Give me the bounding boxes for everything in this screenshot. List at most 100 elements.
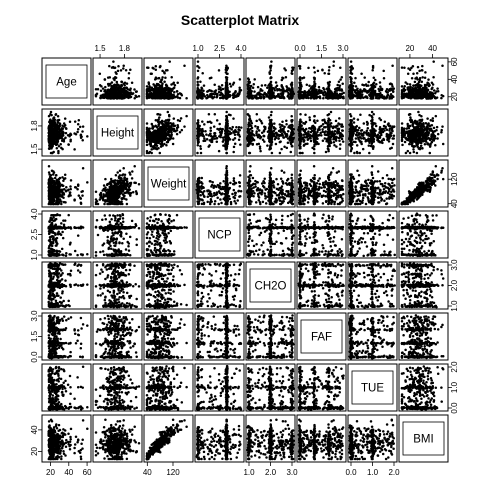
data-point bbox=[375, 83, 378, 86]
data-point bbox=[279, 141, 282, 144]
data-point bbox=[432, 60, 435, 63]
data-point bbox=[276, 84, 279, 87]
data-point bbox=[166, 137, 169, 140]
data-point bbox=[226, 84, 229, 87]
data-point bbox=[185, 115, 188, 118]
data-point bbox=[421, 65, 424, 68]
data-point bbox=[432, 76, 435, 79]
data-point bbox=[135, 96, 138, 99]
data-point bbox=[270, 90, 273, 93]
data-point bbox=[403, 90, 406, 93]
data-point bbox=[359, 95, 362, 98]
data-point bbox=[81, 139, 84, 142]
data-point bbox=[161, 120, 164, 123]
data-point bbox=[248, 131, 251, 134]
data-point bbox=[73, 148, 76, 151]
data-point bbox=[156, 136, 159, 139]
data-point bbox=[232, 139, 235, 142]
data-point bbox=[321, 128, 324, 131]
data-point bbox=[324, 130, 327, 133]
data-point bbox=[203, 137, 206, 140]
data-point bbox=[128, 94, 131, 97]
data-point bbox=[218, 69, 221, 72]
data-point bbox=[174, 84, 177, 87]
data-point bbox=[425, 91, 428, 94]
data-point bbox=[226, 152, 229, 155]
data-point bbox=[197, 76, 200, 79]
data-point bbox=[427, 78, 430, 81]
data-point bbox=[276, 133, 279, 136]
data-point bbox=[325, 140, 328, 143]
data-point bbox=[313, 94, 316, 97]
data-point bbox=[416, 96, 419, 99]
data-point bbox=[133, 88, 136, 91]
data-point bbox=[61, 124, 64, 127]
data-point bbox=[206, 138, 209, 141]
data-point bbox=[248, 97, 251, 100]
data-point bbox=[258, 143, 261, 146]
data-point bbox=[270, 81, 273, 84]
data-point bbox=[239, 78, 242, 81]
data-point bbox=[247, 84, 250, 87]
data-point bbox=[156, 113, 159, 116]
data-point bbox=[269, 125, 272, 128]
data-point bbox=[403, 94, 406, 97]
data-point bbox=[299, 82, 302, 85]
variable-label-age: Age bbox=[56, 77, 76, 89]
data-point bbox=[336, 84, 339, 87]
data-point bbox=[428, 84, 431, 87]
data-point bbox=[54, 134, 57, 137]
data-point bbox=[58, 145, 61, 148]
data-point bbox=[248, 81, 251, 84]
data-point bbox=[271, 152, 274, 155]
data-point bbox=[379, 95, 382, 98]
data-point bbox=[158, 116, 161, 119]
data-point bbox=[313, 66, 316, 69]
data-point bbox=[149, 141, 152, 144]
data-point bbox=[53, 116, 56, 119]
data-point bbox=[291, 141, 294, 144]
data-point bbox=[269, 119, 272, 122]
data-point bbox=[168, 139, 171, 142]
data-point bbox=[270, 84, 273, 87]
data-point bbox=[286, 89, 289, 92]
data-point bbox=[50, 111, 53, 114]
data-point bbox=[74, 120, 77, 123]
data-point bbox=[171, 89, 174, 92]
data-point bbox=[226, 135, 229, 138]
data-point bbox=[285, 85, 288, 88]
data-point bbox=[167, 89, 170, 92]
data-point bbox=[299, 152, 302, 155]
data-point bbox=[252, 86, 255, 89]
data-point bbox=[123, 84, 126, 87]
data-point bbox=[401, 95, 404, 98]
data-point bbox=[411, 77, 414, 80]
data-point bbox=[54, 114, 57, 117]
data-point bbox=[416, 78, 419, 81]
data-point bbox=[318, 126, 321, 129]
data-point bbox=[234, 129, 237, 132]
data-point bbox=[251, 130, 254, 133]
data-point bbox=[323, 72, 326, 75]
data-point bbox=[156, 90, 159, 93]
data-point bbox=[314, 85, 317, 88]
data-point bbox=[183, 64, 186, 67]
data-point bbox=[341, 96, 344, 99]
data-point bbox=[338, 140, 341, 143]
data-point bbox=[342, 92, 345, 95]
data-point bbox=[371, 90, 374, 93]
data-point bbox=[148, 129, 151, 132]
data-point bbox=[379, 85, 382, 88]
data-point bbox=[210, 141, 213, 144]
data-point bbox=[254, 125, 257, 128]
data-point bbox=[203, 84, 206, 87]
data-point bbox=[372, 87, 375, 90]
data-point bbox=[407, 67, 410, 70]
data-point bbox=[234, 90, 237, 93]
data-point bbox=[218, 128, 221, 131]
data-point bbox=[112, 66, 115, 69]
data-point bbox=[333, 144, 336, 147]
data-point bbox=[176, 127, 179, 129]
data-point bbox=[109, 93, 112, 96]
data-point bbox=[169, 134, 172, 137]
